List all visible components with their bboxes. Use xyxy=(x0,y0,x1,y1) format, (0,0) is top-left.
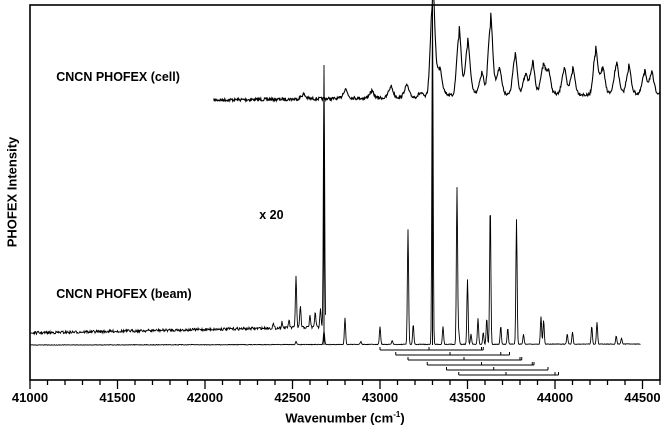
x-tick-label: 44500 xyxy=(624,390,661,405)
trace-1 xyxy=(29,64,326,336)
progression-brackets xyxy=(379,347,559,376)
plot-frame xyxy=(29,4,661,389)
x-axis-title: Wavenumber (cm-1) xyxy=(285,410,405,426)
x-tick-label: 41500 xyxy=(99,390,136,405)
x-tick-label: 43000 xyxy=(361,390,399,405)
x-tick-label: 44000 xyxy=(536,390,574,405)
x-tick-label: 42500 xyxy=(274,390,311,405)
y-axis-title: PHOFEX Intensity xyxy=(4,136,20,248)
trace-2 xyxy=(30,4,641,346)
x-tick-label: 43500 xyxy=(449,390,486,405)
spectrum-traces xyxy=(29,0,661,346)
scale-factor-label: x 20 xyxy=(259,208,284,222)
x-tick-label: 41000 xyxy=(11,390,49,405)
x-tick-label: 42000 xyxy=(186,390,224,405)
cell-trace-label: CNCN PHOFEX (cell) xyxy=(56,70,180,84)
trace-0 xyxy=(213,0,661,103)
beam-trace-label: CNCN PHOFEX (beam) xyxy=(56,287,192,301)
